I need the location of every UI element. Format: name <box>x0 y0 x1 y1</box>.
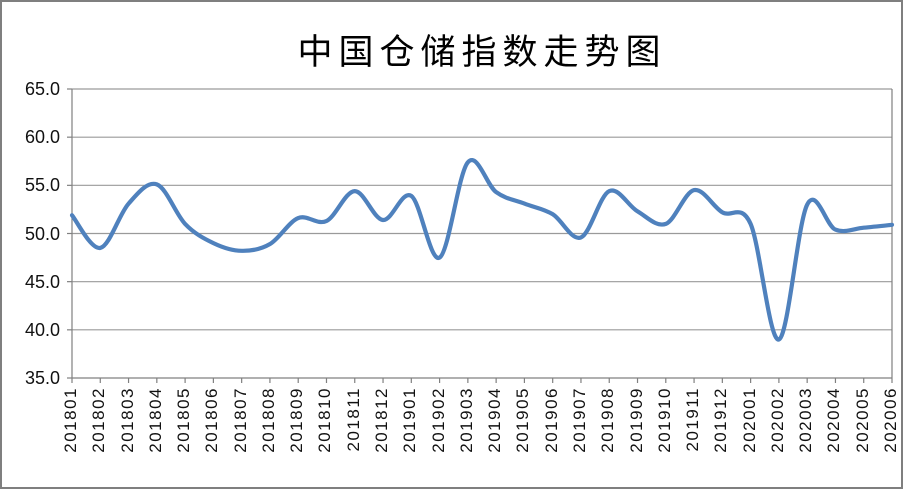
x-tick-label: 202004 <box>824 387 844 453</box>
y-tick-label: 55.0 <box>24 175 60 196</box>
y-tick-label: 60.0 <box>24 127 60 148</box>
x-tick-label: 202001 <box>739 387 759 453</box>
x-tick-label: 201905 <box>513 387 533 453</box>
x-tick-label: 201901 <box>400 387 420 453</box>
x-tick-label: 201904 <box>485 387 505 453</box>
x-tick-label: 201908 <box>598 387 618 453</box>
x-tick-label: 201812 <box>372 387 392 453</box>
x-tick-label: 201902 <box>428 387 448 453</box>
y-tick-label: 40.0 <box>24 319 60 340</box>
x-tick-label: 201811 <box>343 387 363 452</box>
x-tick-label: 201802 <box>89 387 109 453</box>
warehouse-index-line <box>69 157 895 342</box>
x-tick-label: 201906 <box>541 387 561 453</box>
x-tick-label: 201910 <box>654 387 674 453</box>
x-tick-label: 202003 <box>796 387 816 453</box>
x-tick-label: 202005 <box>852 387 872 453</box>
x-tick-label: 201805 <box>174 387 194 453</box>
x-tick-label: 201907 <box>569 387 589 453</box>
x-tick-label: 201808 <box>258 387 278 453</box>
x-tick-label: 201803 <box>117 387 137 453</box>
x-tick-label: 201806 <box>202 387 222 453</box>
x-tick-label: 202002 <box>767 387 787 453</box>
y-tick-label: 65.0 <box>24 79 60 99</box>
x-tick-label: 201807 <box>230 387 250 453</box>
y-tick-label: 50.0 <box>24 223 60 244</box>
y-tick-label: 35.0 <box>24 368 60 388</box>
chart-title: 中国仓储指数走势图 <box>297 33 667 72</box>
x-tick-label: 201909 <box>626 387 646 453</box>
x-tick-label: 201810 <box>315 387 335 453</box>
x-tick-label: 202006 <box>881 387 900 453</box>
y-tick-label: 45.0 <box>24 271 60 292</box>
x-tick-label: 201911 <box>683 387 703 452</box>
x-tick-label: 201912 <box>711 387 731 453</box>
x-tick-label: 201804 <box>145 387 165 453</box>
x-tick-label: 201903 <box>456 387 476 453</box>
plot-area <box>67 88 895 383</box>
x-tick-label: 201809 <box>287 387 307 453</box>
x-tick-label: 201801 <box>61 387 80 453</box>
